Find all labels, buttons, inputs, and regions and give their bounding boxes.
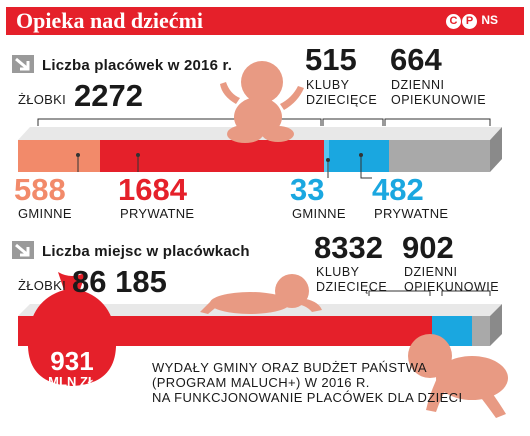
spending-line-1: WYDAŁY GMINY ORAZ BUDŻET PAŃSTWA: [152, 360, 428, 375]
kluby-miejsca-label-1: KLUBY: [316, 265, 360, 279]
p-icon: P: [462, 14, 477, 29]
bar-seg-opiekunowie: [389, 140, 490, 172]
baby-sitting-illustration: [220, 61, 304, 143]
opiek-miejsca-label-1: DZIENNI: [404, 265, 458, 279]
zlobki-total-value: 2272: [74, 78, 143, 113]
bracket-kluby: [322, 118, 384, 126]
bar-seg-kluby-prywatne: [329, 140, 389, 172]
arrow-icon: [12, 241, 34, 259]
kluby-label-1: KLUBY: [306, 78, 350, 92]
spending-value: 931: [50, 346, 94, 376]
zlobki-gminne-label: GMINNE: [18, 206, 72, 221]
spending-line-3: NA FUNKCJONOWANIE PLACÓWEK DLA DZIECI: [152, 390, 463, 405]
kluby-gminne-value: 33: [290, 172, 325, 207]
kluby-miejsca-label-2: DZIECIĘCE: [316, 280, 388, 294]
bracket-opiek: [384, 118, 491, 126]
kluby-miejsca-value: 8332: [314, 230, 383, 265]
opiek-miejsca-label-2: OPIEKUNOWIE: [404, 280, 500, 294]
kluby-label-2: DZIECIĘCE: [306, 93, 378, 107]
copyright-icon: C: [446, 14, 461, 29]
kluby-total-value: 515: [305, 42, 357, 77]
bar-placowki: [18, 127, 502, 172]
opiek-label-1: DZIENNI: [391, 78, 445, 92]
zlobki-miejsca-label: ŻŁOBKI: [18, 278, 67, 293]
money-bag-icon: [27, 272, 117, 386]
zlobki-label: ŻŁOBKI: [18, 92, 67, 107]
kluby-prywatne-label: PRYWATNE: [374, 206, 449, 221]
spending-line-2: (PROGRAM MALUCH+) W 2016 R.: [152, 375, 370, 390]
opiek-total-value: 664: [390, 42, 442, 77]
baby-crawling-illustration: [408, 334, 508, 418]
opiek-miejsca-value: 902: [402, 230, 454, 265]
bar-seg-kluby-gminne: [324, 140, 329, 172]
section2-title: Liczba miejsc w placówkach: [42, 243, 250, 260]
header-bar: [6, 7, 524, 35]
section1-title: Liczba placówek w 2016 r.: [42, 57, 233, 74]
spending-description: WYDAŁY GMINY ORAZ BUDŻET PAŃSTWA (PROGRA…: [152, 360, 462, 405]
kluby-gminne-label: GMINNE: [292, 206, 346, 221]
opiek-label-2: OPIEKUNOWIE: [391, 93, 487, 107]
bar-seg-zlobki-gminne: [18, 140, 100, 172]
bracket-zlobki: [37, 118, 322, 126]
zlobki-prywatne-label: PRYWATNE: [120, 206, 195, 221]
zlobki-miejsca-value: 86 185: [72, 264, 167, 299]
baby-lying-illustration: [200, 274, 322, 314]
kluby-prywatne-value: 482: [372, 172, 424, 207]
page-title: Opieka nad dziećmi: [16, 8, 204, 33]
arrow-icon: [12, 55, 34, 73]
logo-ns: NS: [481, 13, 499, 27]
spending-unit: MLN ZŁ: [48, 374, 96, 389]
bar-seg-opiekunowie-miejsca: [472, 316, 490, 346]
bar-seg-zlobki-prywatne: [100, 140, 324, 172]
zlobki-gminne-value: 588: [14, 172, 66, 207]
zlobki-prywatne-value: 1684: [118, 172, 187, 207]
